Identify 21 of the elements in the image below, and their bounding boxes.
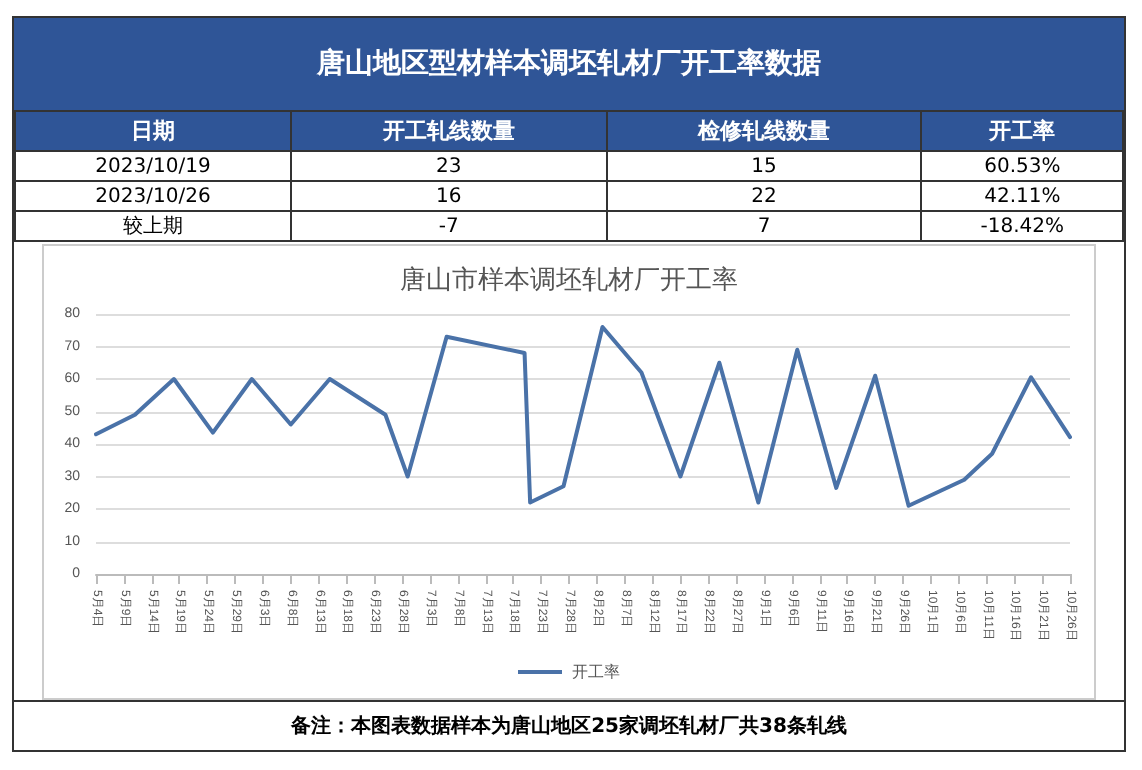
text: 22 (606, 181, 922, 211)
text: -7 (291, 211, 607, 241)
legend-label: 开工率 (572, 663, 620, 681)
text: 较上期 (15, 211, 291, 241)
text: 检修轧线数量 (606, 111, 922, 151)
text: 60.53% (921, 151, 1123, 181)
text: 开工率 (921, 111, 1123, 151)
text: 23 (291, 151, 607, 181)
text: 备注：本图表数据样本为唐山地区25家调坯轧材厂共38条轧线 (14, 700, 1124, 750)
text: 15 (606, 151, 922, 181)
text: 日期 (15, 111, 291, 151)
line-series (94, 325, 1072, 508)
text: 2023/10/19 (15, 151, 291, 181)
text: -18.42% (921, 211, 1123, 241)
text: 16 (291, 181, 607, 211)
chart-title: 唐山市样本调坯轧材厂开工率 (400, 264, 738, 296)
text: 唐山地区型材样本调坯轧材厂开工率数据 (14, 18, 1124, 110)
text: 7 (606, 211, 922, 241)
text: 开工轧线数量 (291, 111, 607, 151)
text: 42.11% (921, 181, 1123, 211)
text: 2023/10/26 (15, 181, 291, 211)
